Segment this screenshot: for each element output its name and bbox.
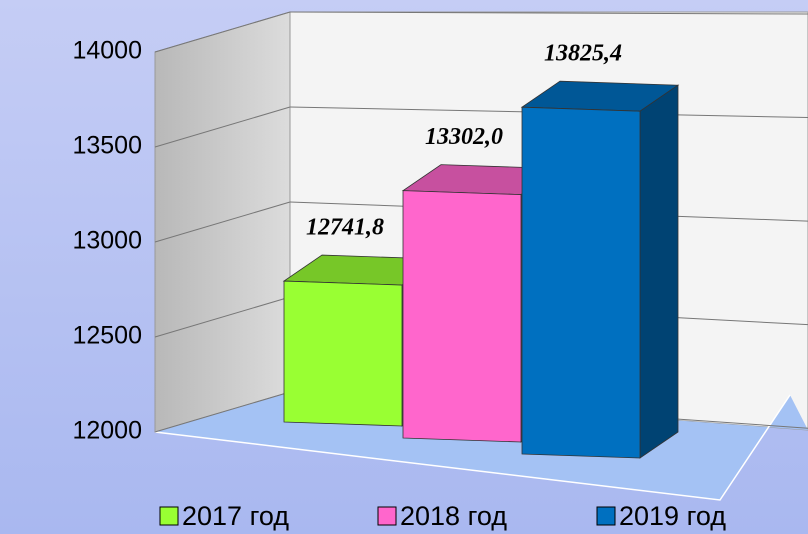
bar (402, 190, 522, 443)
y-tick-label: 12000 (72, 417, 142, 445)
legend-label: 2017 год (182, 501, 289, 531)
value-label: 12741,8 (306, 215, 384, 241)
bar (521, 106, 641, 459)
value-label: 13825,4 (544, 41, 622, 67)
floor-edge (154, 394, 791, 501)
legend-swatch (596, 506, 616, 526)
y-tick-label: 13000 (72, 227, 142, 255)
legend-label: 2019 год (619, 501, 726, 531)
y-tick-label: 14000 (72, 37, 142, 65)
bar (283, 280, 403, 427)
grid-line (154, 201, 291, 243)
grid-line (289, 11, 808, 15)
y-tick-label: 13500 (72, 132, 142, 160)
grid-line (154, 106, 291, 148)
grid-line (154, 296, 291, 338)
legend-swatch (377, 506, 397, 526)
legend-label: 2018 год (400, 501, 507, 531)
grid-line (154, 11, 291, 53)
legend-swatch (159, 506, 179, 526)
bar-side (639, 84, 679, 459)
value-label: 13302,0 (425, 124, 503, 150)
y-tick-label: 12500 (72, 322, 142, 350)
grid-line (154, 391, 291, 433)
